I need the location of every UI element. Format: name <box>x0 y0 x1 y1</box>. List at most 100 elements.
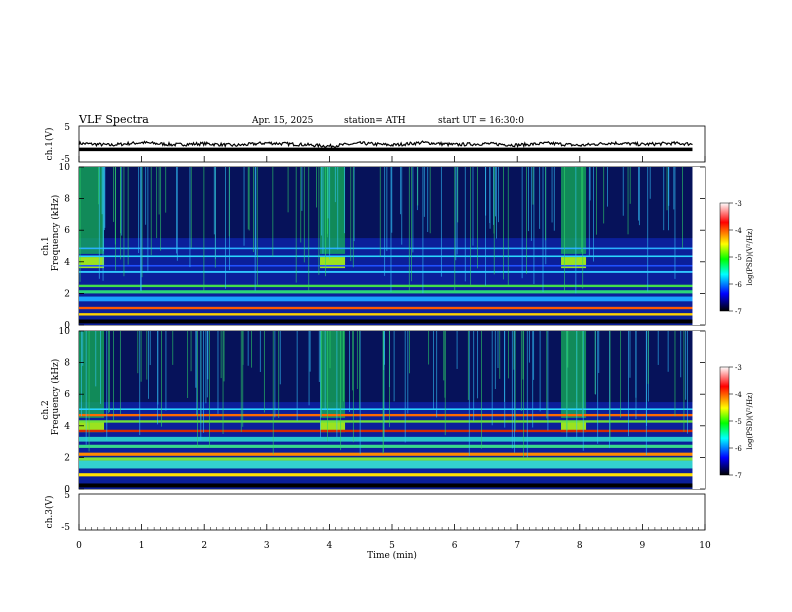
sferic-streak <box>255 167 257 255</box>
sferic-streak <box>148 331 149 399</box>
transmitter-line <box>79 264 693 267</box>
sferic-streak <box>673 167 675 210</box>
date-label: Apr. 15, 2025 <box>251 116 314 126</box>
sferic-streak <box>464 167 466 282</box>
sferic-streak <box>101 167 103 215</box>
sferic-streak <box>108 331 110 414</box>
sferic-streak <box>325 167 326 277</box>
start-time-label: start UT = 16:30:0 <box>438 116 524 126</box>
xtick-label: 2 <box>201 541 207 551</box>
sferic-streak <box>104 167 106 228</box>
sferic-streak <box>220 331 222 379</box>
sferic-streak <box>252 167 254 253</box>
sferic-streak <box>340 331 342 451</box>
ch1-ytick-bottom: -5 <box>61 155 70 165</box>
sferic-streak <box>320 331 321 438</box>
sferic-streak <box>499 331 501 379</box>
sferic-streak <box>205 331 207 404</box>
ch1-colorbar: -3 -4 -5 -6 -7 log(PSD)(V²/Hz) <box>719 200 754 316</box>
sferic-streak <box>595 331 596 395</box>
sferic-streak <box>79 167 81 282</box>
ch1-spectrogram-channel-label: ch.1 <box>41 236 51 255</box>
colorbar-tick-label: -4 <box>735 391 742 399</box>
xtick-label: 9 <box>640 541 646 551</box>
sferic-streak <box>629 167 631 204</box>
colorbar-tick-label: -5 <box>735 418 742 426</box>
sferic-streak <box>494 331 496 390</box>
sferic-streak <box>301 167 303 211</box>
sferic-streak <box>667 331 669 372</box>
transmitter-line <box>79 473 693 477</box>
sferic-streak <box>593 167 594 262</box>
sferic-streak <box>646 331 647 426</box>
sferic-streak <box>582 331 584 451</box>
transmitter-line <box>79 460 693 469</box>
ytick-label: 2 <box>64 289 70 299</box>
sferic-streak <box>545 167 547 241</box>
xtick-label: 7 <box>514 541 520 551</box>
sferic-streak <box>687 331 688 434</box>
sferic-streak <box>146 331 148 380</box>
sferic-streak <box>513 331 515 370</box>
sferic-streak <box>147 167 149 271</box>
ytick-label: 8 <box>64 359 70 369</box>
sferic-streak <box>300 167 302 243</box>
ch2-colorbar-ticks: -3 -4 -5 -6 -7 <box>729 364 742 480</box>
sferic-streak <box>272 331 274 455</box>
sferic-streak <box>532 167 534 205</box>
spectrogram-dark-band <box>79 167 693 239</box>
sferic-streak <box>628 331 629 437</box>
sferic-streak <box>491 331 493 426</box>
ch2-spectrogram <box>78 330 706 490</box>
ch1-waveform-ylabel: ch.1(V) <box>44 128 55 161</box>
sferic-streak <box>539 167 541 229</box>
sferic-streak <box>629 331 631 378</box>
sferic-streak <box>359 331 361 411</box>
sferic-streak <box>356 331 358 390</box>
sferic-streak <box>428 331 430 365</box>
sferic-streak <box>456 331 458 369</box>
ytick-label: 0 <box>64 485 70 495</box>
sferic-streak <box>157 331 159 425</box>
sferic-streak <box>682 167 683 249</box>
sferic-streak <box>353 167 355 242</box>
sferic-streak <box>113 331 114 421</box>
ch1-waveform-line <box>78 140 693 149</box>
sferic-streak <box>622 167 624 216</box>
sferic-streak <box>386 167 388 252</box>
sferic-streak <box>343 331 344 402</box>
sferic-streak <box>287 167 289 213</box>
sferic-streak <box>668 167 669 231</box>
sferic-streak <box>145 167 147 225</box>
sferic-streak <box>477 167 478 269</box>
sferic-streak <box>481 331 482 449</box>
sferic-streak <box>247 331 249 366</box>
sferic-streak <box>429 167 431 234</box>
sferic-streak <box>603 167 605 224</box>
sferic-streak <box>161 331 162 427</box>
sferic-streak <box>318 331 320 382</box>
sferic-streak <box>150 167 152 256</box>
sferic-streak <box>467 331 469 400</box>
sferic-streak <box>240 331 242 432</box>
sferic-streak <box>295 167 297 283</box>
sferic-streak <box>242 331 244 365</box>
sferic-streak <box>657 331 659 365</box>
sferic-streak <box>666 167 668 211</box>
sferic-streak <box>279 331 281 385</box>
sferic-streak <box>526 167 527 274</box>
sferic-streak <box>217 331 219 414</box>
sferic-streak <box>409 331 410 374</box>
sferic-streak <box>606 167 608 207</box>
sferic-streak <box>316 167 317 208</box>
ytick-label: 6 <box>64 390 70 400</box>
sferic-streak <box>635 331 637 420</box>
sferic-streak <box>187 331 189 399</box>
sferic-streak <box>137 331 139 374</box>
ch2-spectrogram-ylabel: Frequency (kHz) <box>50 359 61 436</box>
ch2-spectrogram-yticks: 0 2 4 6 8 10 <box>59 327 705 495</box>
sferic-streak <box>638 167 640 226</box>
sferic-streak <box>532 331 534 428</box>
colorbar-tick-label: -7 <box>735 308 742 316</box>
sferic-streak <box>411 167 412 282</box>
